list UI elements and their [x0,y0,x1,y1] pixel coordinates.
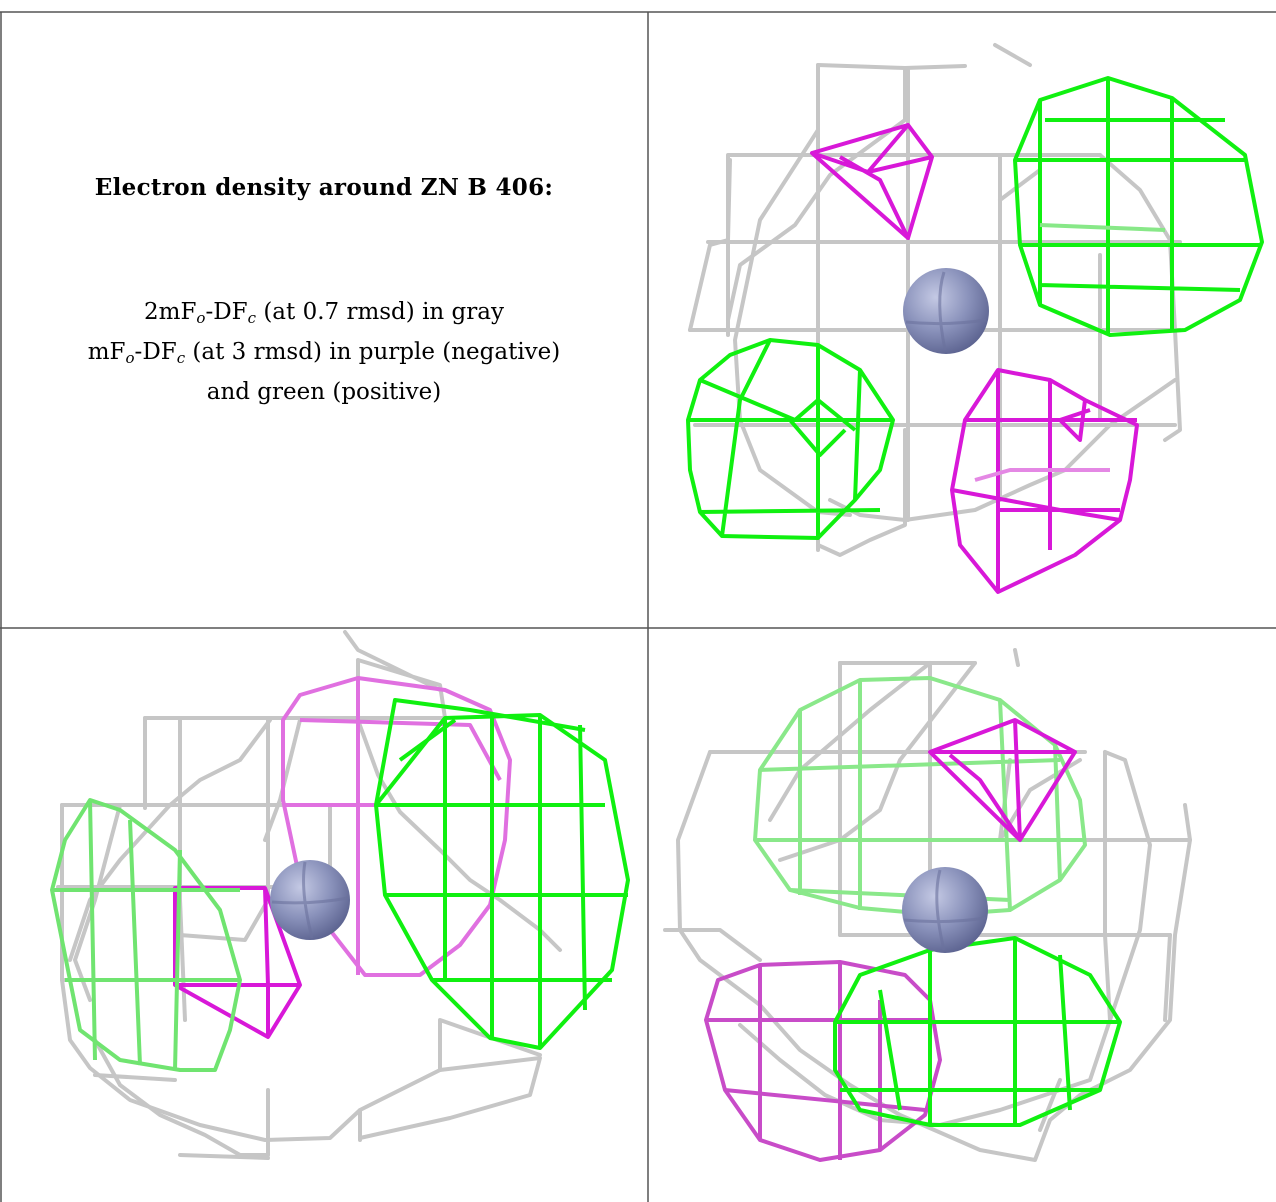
purple-mesh-negative [810,123,1139,594]
zinc-atom [270,860,350,940]
purple-mesh-negative [173,676,512,1039]
caption-line-green: and green (positive) [206,379,442,405]
caption-cell: Electron density around ZN B 406: 2mFo-D… [1,12,647,628]
green-mesh-positive [833,936,1122,1127]
green-mesh-positive [50,698,630,1072]
caption-title: Electron density around ZN B 406: [94,174,554,201]
purple-mesh-negative [704,718,1077,1162]
caption-line-gray: 2mFo-DFc (at 0.7 rmsd) in gray [144,299,504,327]
panel-bottom-left [50,630,630,1160]
panel-top-right [686,43,1264,594]
zinc-atom [902,867,988,953]
green-mesh-positive-rear [753,676,1087,917]
caption-line-purple: mFo-DFc (at 3 rmsd) in purple (negative) [87,339,561,367]
green-mesh-positive [686,76,1264,540]
zinc-atom [903,268,989,354]
gray-mesh-2fofc [663,648,1192,1162]
panel-bottom-right [663,648,1192,1162]
